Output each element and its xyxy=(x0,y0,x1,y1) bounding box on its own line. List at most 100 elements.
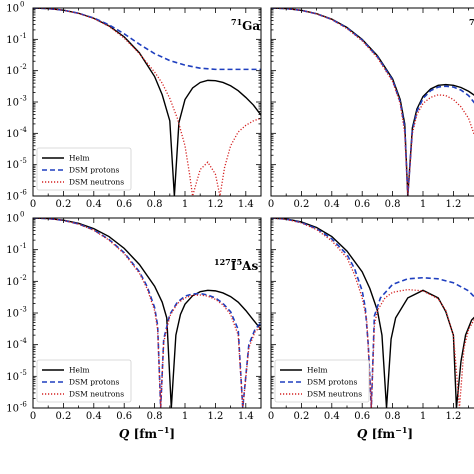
x-tick-label: 0.2 xyxy=(293,411,309,422)
x-axis-label-close: ] xyxy=(169,427,175,441)
x-tick-label: 1.4 xyxy=(238,411,254,422)
x-tick-label: 0.6 xyxy=(354,411,370,422)
series-dsm-protons-line xyxy=(33,8,261,71)
series-helm-line xyxy=(33,218,261,408)
x-tick-label: 1 xyxy=(182,199,188,210)
y-tick-exponent: 0 xyxy=(20,211,24,219)
x-tick-label: 0 xyxy=(268,411,274,422)
isotope-mass: 71 xyxy=(231,17,242,27)
y-tick-exponent: 0 xyxy=(20,1,24,9)
y-tick-exponent: -5 xyxy=(20,369,27,377)
y-tick-label: 10 xyxy=(6,98,19,109)
x-tick-label: 0.8 xyxy=(385,199,401,210)
x-axis-label-close: ] xyxy=(407,427,413,441)
x-tick-label: 1.2 xyxy=(207,411,223,422)
y-tick-label: 10 xyxy=(6,192,19,203)
x-axis-label-exponent: −1 xyxy=(157,425,169,435)
x-tick-label: 0.2 xyxy=(293,199,309,210)
x-tick-label: 1 xyxy=(420,199,426,210)
legend-entry: DSM neutrons xyxy=(69,178,124,187)
x-tick-label: 1.2 xyxy=(445,411,461,422)
x-tick-label: 0.4 xyxy=(86,411,102,422)
isotope-mass: 75 xyxy=(231,257,242,267)
y-tick-label: 10 xyxy=(6,129,19,140)
y-tick-exponent: -6 xyxy=(20,401,27,409)
y-tick-label: 10 xyxy=(6,245,19,256)
y-tick-exponent: -3 xyxy=(20,306,27,314)
x-tick-label: 0.8 xyxy=(147,199,163,210)
y-tick-label: 10 xyxy=(6,340,19,351)
isotope-symbol: Ga xyxy=(242,19,260,33)
x-axis-label-unit: [fm xyxy=(134,427,158,441)
y-tick-exponent: -4 xyxy=(20,337,27,345)
x-tick-label: 0.6 xyxy=(116,199,132,210)
series-dsm-protons-line xyxy=(271,218,474,408)
x-tick-label: 0.2 xyxy=(55,199,71,210)
series-helm-line xyxy=(271,218,474,408)
isotope-symbol: I xyxy=(231,259,237,273)
x-tick-label: 1 xyxy=(420,411,426,422)
isotope-label: 71Ga xyxy=(231,17,260,33)
panel-as: 0 0.2 0.4 0.6 0.8 1 1.2 1.410-610-510-410-310-2… xyxy=(6,211,262,441)
legend-entry: DSM neutrons xyxy=(69,390,124,399)
y-tick-label: 10 xyxy=(6,66,19,77)
x-tick-label: 0.4 xyxy=(324,411,340,422)
y-tick-label: 10 xyxy=(6,4,19,15)
y-tick-exponent: -6 xyxy=(20,189,27,197)
x-axis-label-symbol: Q xyxy=(357,427,372,441)
panel-i: 0 0.2 0.4 0.6 0.8 1 1.2 1.4 127I Helm DSM protons D… xyxy=(214,217,474,441)
legend-entry: Helm xyxy=(307,366,328,375)
y-tick-exponent: -2 xyxy=(20,63,27,71)
x-axis-label-exponent: −1 xyxy=(395,425,407,435)
y-tick-label: 10 xyxy=(6,160,19,171)
y-tick-label: 10 xyxy=(6,404,19,415)
isotope-label: 75As xyxy=(231,257,258,273)
isotope-label: 127I xyxy=(214,257,237,273)
x-tick-label: 0 xyxy=(268,199,274,210)
x-tick-label: 0 xyxy=(30,411,36,422)
isotope-symbol: As xyxy=(241,259,258,273)
x-axis-label: Q [fm−1] xyxy=(119,425,175,441)
isotope-mass: 127 xyxy=(214,257,231,267)
y-tick-label: 10 xyxy=(6,214,19,225)
series-helm-line xyxy=(271,8,474,196)
y-tick-exponent: -2 xyxy=(20,274,27,282)
x-tick-label: 1.4 xyxy=(238,199,254,210)
x-axis-label-unit: [fm xyxy=(372,427,396,441)
x-tick-label: 0.6 xyxy=(354,199,370,210)
x-tick-label: 0.6 xyxy=(116,411,132,422)
legend-entry: DSM protons xyxy=(307,378,357,387)
y-tick-label: 10 xyxy=(6,35,19,46)
x-tick-label: 1.2 xyxy=(445,199,461,210)
panel-ga: 0 0.2 0.4 0.6 0.8 1 1.2 1.410-610-510-410-310-2… xyxy=(6,1,262,210)
y-tick-label: 10 xyxy=(6,277,19,288)
x-tick-label: 1 xyxy=(182,411,188,422)
series-dsm-protons-line xyxy=(271,8,474,196)
x-axis-label-symbol: Q xyxy=(119,427,134,441)
legend-entry: Helm xyxy=(69,366,90,375)
isotope-mass: 73 xyxy=(469,17,474,27)
x-tick-label: 1.2 xyxy=(207,199,223,210)
x-tick-label: 0.8 xyxy=(147,411,163,422)
y-tick-exponent: -1 xyxy=(20,242,27,250)
y-tick-exponent: -5 xyxy=(20,157,27,165)
y-tick-label: 10 xyxy=(6,309,19,320)
x-tick-label: 0.2 xyxy=(55,411,71,422)
isotope-label: 73Ge xyxy=(469,17,474,33)
x-tick-label: 0.4 xyxy=(324,199,340,210)
y-tick-exponent: -3 xyxy=(20,95,27,103)
legend-entry: DSM neutrons xyxy=(307,390,362,399)
x-tick-label: 0.8 xyxy=(385,411,401,422)
legend-entry: Helm xyxy=(69,154,90,163)
y-tick-exponent: -1 xyxy=(20,32,27,40)
legend-entry: DSM protons xyxy=(69,378,119,387)
y-tick-exponent: -4 xyxy=(20,126,27,134)
y-tick-label: 10 xyxy=(6,372,19,383)
series-dsm-protons-line xyxy=(33,218,261,408)
series-dsm-neutrons-line xyxy=(271,218,474,408)
legend-entry: DSM protons xyxy=(69,166,119,175)
x-tick-label: 0 xyxy=(30,199,36,210)
x-axis-label: Q [fm−1] xyxy=(357,425,413,441)
series-dsm-neutrons-line xyxy=(271,8,474,196)
